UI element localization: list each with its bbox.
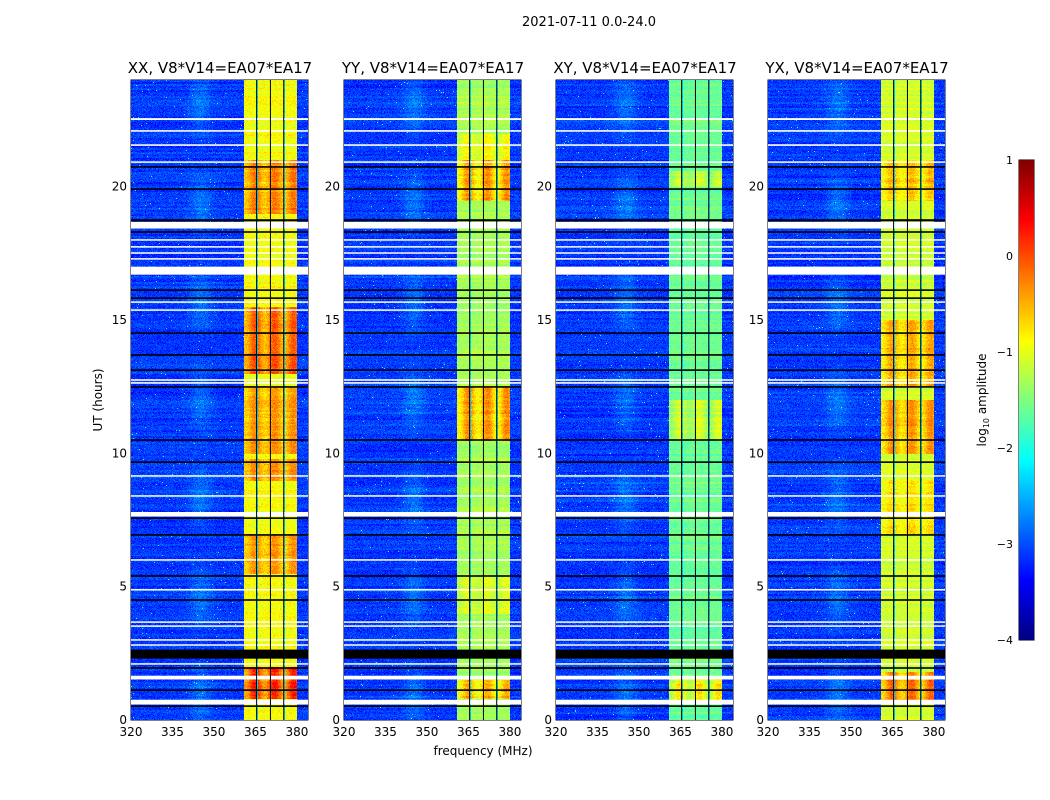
y-tick-label: 10 — [325, 446, 340, 460]
y-tick-label: 5 — [119, 580, 127, 594]
x-tick-label: 380 — [710, 725, 733, 739]
colorbar-label: log10 amplitude — [975, 354, 991, 447]
x-tick-label: 335 — [161, 725, 184, 739]
x-tick-label: 350 — [203, 725, 226, 739]
y-tick-label: 15 — [112, 313, 127, 327]
heatmap-xy — [556, 80, 733, 720]
colorbar-tick-label: −3 — [997, 538, 1013, 551]
y-tick-label: 0 — [119, 713, 127, 727]
y-tick-label: 20 — [537, 180, 552, 194]
x-tick-label: 320 — [333, 725, 356, 739]
y-tick-label: 0 — [544, 713, 552, 727]
y-tick-label: 10 — [537, 446, 552, 460]
heatmap-yy — [344, 80, 521, 720]
x-tick-label: 350 — [628, 725, 651, 739]
x-tick-label: 320 — [757, 725, 780, 739]
y-axis-label: UT (hours) — [91, 368, 105, 431]
colorbar-tick-label: −2 — [997, 442, 1013, 455]
x-tick-label: 335 — [374, 725, 397, 739]
y-tick-label: 5 — [756, 580, 764, 594]
x-tick-label: 365 — [457, 725, 480, 739]
panel-title-yx: YX, V8*V14=EA07*EA17 — [764, 59, 948, 77]
figure-title: 2021-07-11 0.0-24.0 — [522, 15, 656, 30]
x-tick-label: 365 — [244, 725, 267, 739]
heatmap-xx — [131, 80, 308, 720]
x-tick-label: 380 — [922, 725, 945, 739]
x-tick-label: 335 — [586, 725, 609, 739]
x-tick-label: 380 — [285, 725, 308, 739]
x-tick-label: 320 — [545, 725, 568, 739]
panel-title-yy: YY, V8*V14=EA07*EA17 — [341, 59, 524, 77]
x-axis-label: frequency (MHz) — [433, 744, 532, 758]
panel-title-xx: XX, V8*V14=EA07*EA17 — [128, 59, 312, 77]
heatmap-yx — [768, 80, 945, 720]
y-tick-label: 15 — [749, 313, 764, 327]
panel-title-xy: XY, V8*V14=EA07*EA17 — [553, 59, 736, 77]
x-tick-label: 365 — [669, 725, 692, 739]
y-tick-label: 5 — [544, 580, 552, 594]
colorbar-tick-label: 1 — [1006, 154, 1013, 167]
colorbar-tick-label: −4 — [997, 634, 1013, 647]
y-tick-label: 0 — [756, 713, 764, 727]
x-tick-label: 350 — [416, 725, 439, 739]
x-tick-label: 335 — [798, 725, 821, 739]
colorbar-tick-label: −1 — [997, 346, 1013, 359]
x-tick-label: 380 — [498, 725, 521, 739]
y-tick-label: 5 — [332, 580, 340, 594]
y-tick-label: 20 — [325, 180, 340, 194]
x-tick-label: 365 — [881, 725, 904, 739]
y-tick-label: 15 — [537, 313, 552, 327]
y-tick-label: 20 — [112, 180, 127, 194]
colorbar — [1019, 160, 1034, 640]
x-tick-label: 350 — [840, 725, 863, 739]
y-tick-label: 10 — [749, 446, 764, 460]
y-tick-label: 10 — [112, 446, 127, 460]
x-tick-label: 320 — [120, 725, 143, 739]
y-tick-label: 20 — [749, 180, 764, 194]
y-tick-label: 0 — [332, 713, 340, 727]
y-tick-label: 15 — [325, 313, 340, 327]
colorbar-tick-label: 0 — [1006, 250, 1013, 263]
